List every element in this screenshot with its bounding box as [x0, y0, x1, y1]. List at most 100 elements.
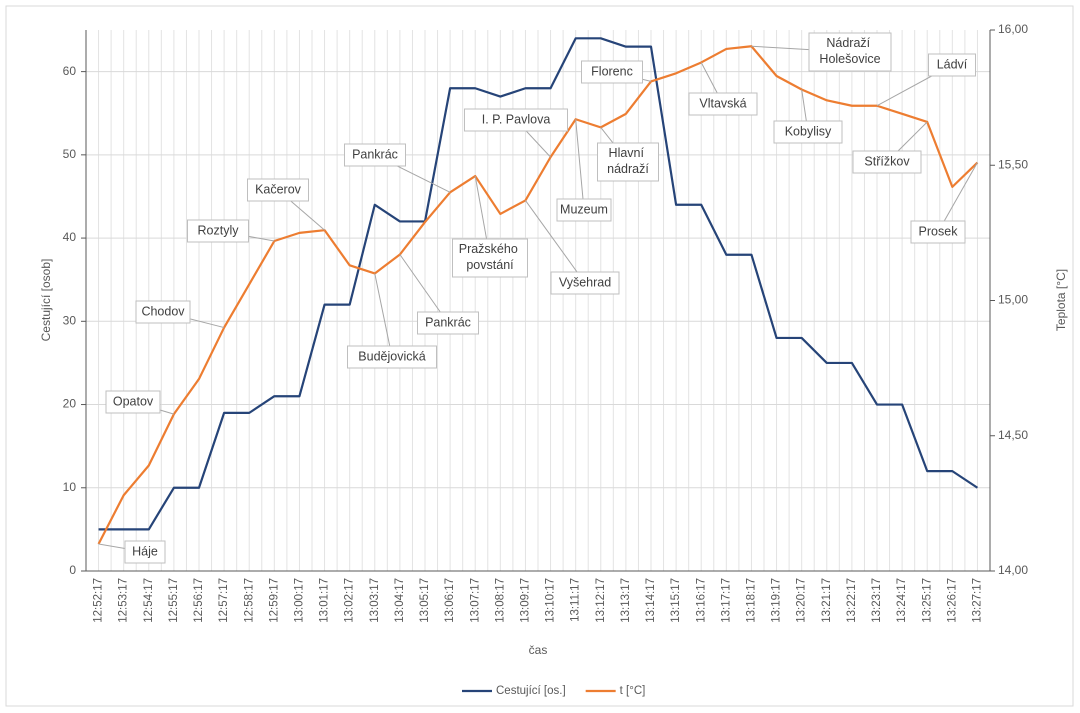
annotation-label: Florenc: [591, 64, 633, 78]
y2-tick-label: 14,00: [998, 563, 1028, 577]
annotation-box: [347, 345, 437, 369]
annotation-box: [135, 300, 191, 324]
annotation-leader: [374, 273, 393, 358]
annotation-leader: [525, 200, 586, 284]
annotation-label: Muzeum: [560, 202, 608, 216]
x-tick-label: 13:11:17: [570, 578, 582, 622]
x-tick-label: 13:24:17: [896, 578, 908, 623]
x-axis-label: čas: [529, 643, 548, 657]
x-tick-label: 12:58:17: [243, 578, 255, 623]
annotation-box: [597, 142, 659, 182]
x-tick-label: 13:20:17: [796, 578, 808, 623]
y-axis-label: Cestující [osob]: [39, 259, 53, 342]
y-tick-label: 20: [63, 397, 77, 411]
annotation-label: Kobylisy: [785, 124, 832, 138]
annotation-label: Budějovická: [358, 349, 425, 363]
annotation-box: [773, 120, 843, 144]
annotation-box: [928, 53, 976, 77]
annotation-label: Opatov: [113, 394, 154, 408]
x-tick-label: 13:09:17: [519, 578, 531, 623]
x-tick-label: 13:03:17: [369, 578, 381, 623]
annotation-box: [808, 32, 892, 72]
annotation-box: [124, 540, 166, 564]
x-tick-label: 13:12:17: [595, 578, 607, 623]
x-tick-label: 13:18:17: [745, 578, 757, 623]
x-tick-label: 13:06:17: [444, 578, 456, 623]
x-tick-label: 13:14:17: [645, 578, 657, 623]
y-tick-label: 0: [69, 563, 76, 577]
x-tick-label: 12:59:17: [268, 578, 280, 623]
x-tick-label: 13:04:17: [394, 578, 406, 623]
annotation-box: [910, 220, 966, 244]
y2-tick-label: 14,50: [998, 428, 1028, 442]
annotation-label: Pankrác: [352, 147, 398, 161]
x-tick-label: 13:07:17: [469, 578, 481, 623]
x-tick-label: 13:05:17: [419, 578, 431, 623]
y2-tick-label: 15,50: [998, 157, 1028, 171]
annotation-label: Hlavní nádraží: [607, 146, 649, 176]
annotation-box: [852, 150, 922, 174]
x-tick-label: 13:22:17: [846, 578, 858, 623]
annotation-label: Pankrác: [425, 315, 471, 329]
x-tick-label: 13:26:17: [946, 578, 958, 623]
annotation-box: [105, 390, 161, 414]
annotation-label: Ládví: [937, 57, 968, 71]
x-tick-label: 13:25:17: [921, 578, 933, 623]
y-tick-label: 30: [63, 313, 77, 327]
x-tick-label: 12:56:17: [193, 578, 205, 623]
annotation-box: [344, 143, 406, 167]
y2-tick-label: 15,00: [998, 293, 1028, 307]
x-tick-label: 13:08:17: [494, 578, 506, 623]
annotation-box: [452, 238, 528, 278]
x-tick-label: 12:55:17: [168, 578, 180, 623]
x-tick-label: 13:10:17: [545, 578, 557, 623]
x-tick-label: 13:27:17: [971, 578, 983, 623]
annotation-box: [688, 92, 758, 116]
y-tick-label: 10: [63, 480, 77, 494]
y-tick-label: 40: [63, 230, 77, 244]
annotation-label: Střížkov: [864, 154, 910, 168]
x-tick-label: 13:00:17: [293, 578, 305, 623]
annotation-label: Roztyly: [198, 223, 240, 237]
x-tick-label: 13:01:17: [319, 578, 331, 623]
series-line: [97, 45, 979, 545]
annotation-label: Pražského povstání: [459, 242, 522, 272]
y2-tick-label: 16,00: [998, 22, 1028, 36]
annotation-leader: [575, 119, 585, 211]
y-tick-label: 60: [63, 64, 77, 78]
annotation-box: [187, 219, 249, 243]
x-tick-label: 13:19:17: [771, 578, 783, 623]
x-tick-label: 12:57:17: [218, 578, 230, 623]
annotation-label: Vyšehrad: [559, 275, 611, 289]
y2-axis-label: Teplota [°C]: [1054, 269, 1068, 331]
x-tick-label: 13:17:17: [720, 578, 732, 623]
x-tick-label: 12:53:17: [118, 578, 130, 623]
legend-label: Cestující [os.]: [496, 685, 566, 697]
x-tick-label: 13:15:17: [670, 578, 682, 623]
x-tick-label: 12:54:17: [143, 578, 155, 623]
annotation-box: [556, 198, 612, 222]
annotation-box: [581, 60, 643, 84]
x-tick-label: 13:02:17: [344, 578, 356, 623]
annotation-label: Prosek: [919, 224, 959, 238]
annotation-box: [247, 178, 309, 202]
series-line: [98, 37, 979, 531]
annotation-label: Chodov: [141, 304, 185, 318]
annotation-leader: [937, 162, 978, 233]
annotation-box: [464, 108, 568, 132]
annotation-label: Kačerov: [255, 182, 302, 196]
annotation-label: Háje: [132, 544, 158, 558]
x-tick-label: 12:52:17: [93, 578, 105, 623]
annotation-label: Vltavská: [699, 96, 746, 110]
x-tick-label: 13:21:17: [821, 578, 833, 623]
annotation-label: I. P. Pavlova: [482, 112, 551, 126]
x-tick-label: 13:16:17: [695, 578, 707, 623]
x-tick-label: 13:13:17: [620, 578, 632, 623]
annotation-box: [417, 311, 479, 335]
x-tick-label: 13:23:17: [871, 578, 883, 623]
annotation-label: Nádraží Holešovice: [819, 36, 880, 66]
legend-label: t [°C]: [620, 685, 646, 697]
y-tick-label: 50: [63, 147, 77, 161]
annotation-box: [550, 271, 620, 295]
